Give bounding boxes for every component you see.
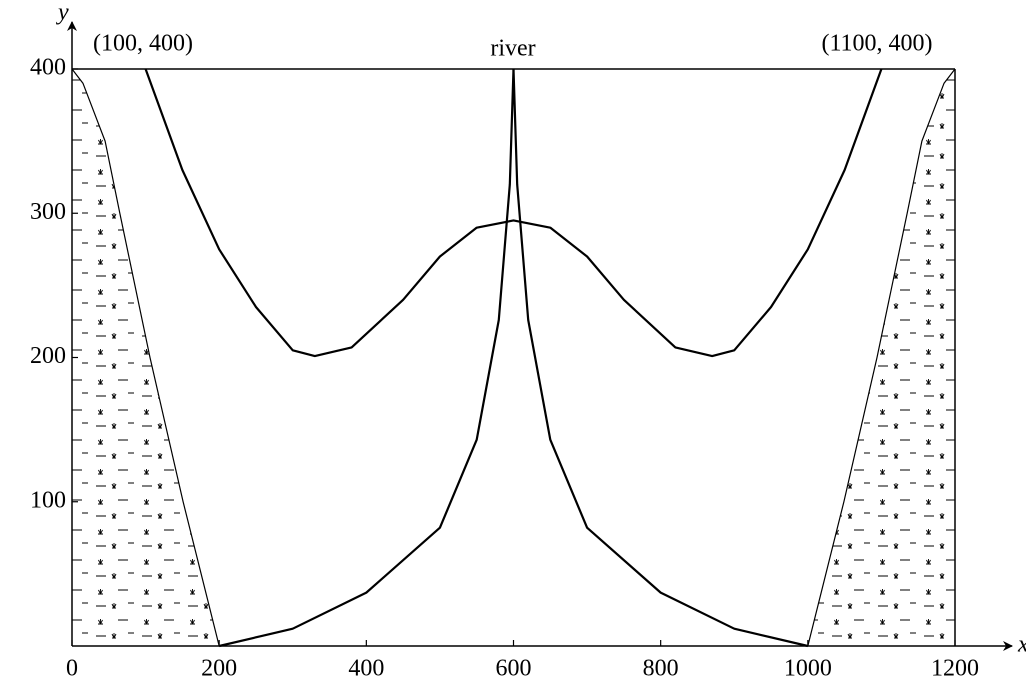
curve <box>807 68 956 647</box>
annotation: river <box>490 36 535 62</box>
x-tick-label: 400 <box>348 656 384 682</box>
y-tick-label: 400 <box>30 55 66 81</box>
x-tick-label: 1200 <box>931 656 979 682</box>
x-axis-label: x <box>1017 632 1026 658</box>
y-tick-label: 100 <box>30 487 66 513</box>
y-axis-label: y <box>56 0 69 26</box>
x-tick-label: 200 <box>201 656 237 682</box>
swamp-area <box>72 69 220 646</box>
swamp-area <box>807 69 955 646</box>
y-tick-label: 200 <box>30 343 66 369</box>
x-tick-label: 0 <box>66 656 78 682</box>
x-tick-label: 800 <box>643 656 679 682</box>
annotation: (1100, 400) <box>821 31 932 57</box>
curve <box>71 68 220 647</box>
y-tick-label: 300 <box>30 199 66 225</box>
x-tick-label: 600 <box>496 656 532 682</box>
x-tick-label: 1000 <box>784 656 832 682</box>
curve <box>218 68 515 648</box>
annotation: (100, 400) <box>93 31 193 57</box>
curve <box>144 68 883 358</box>
curve <box>512 68 809 648</box>
